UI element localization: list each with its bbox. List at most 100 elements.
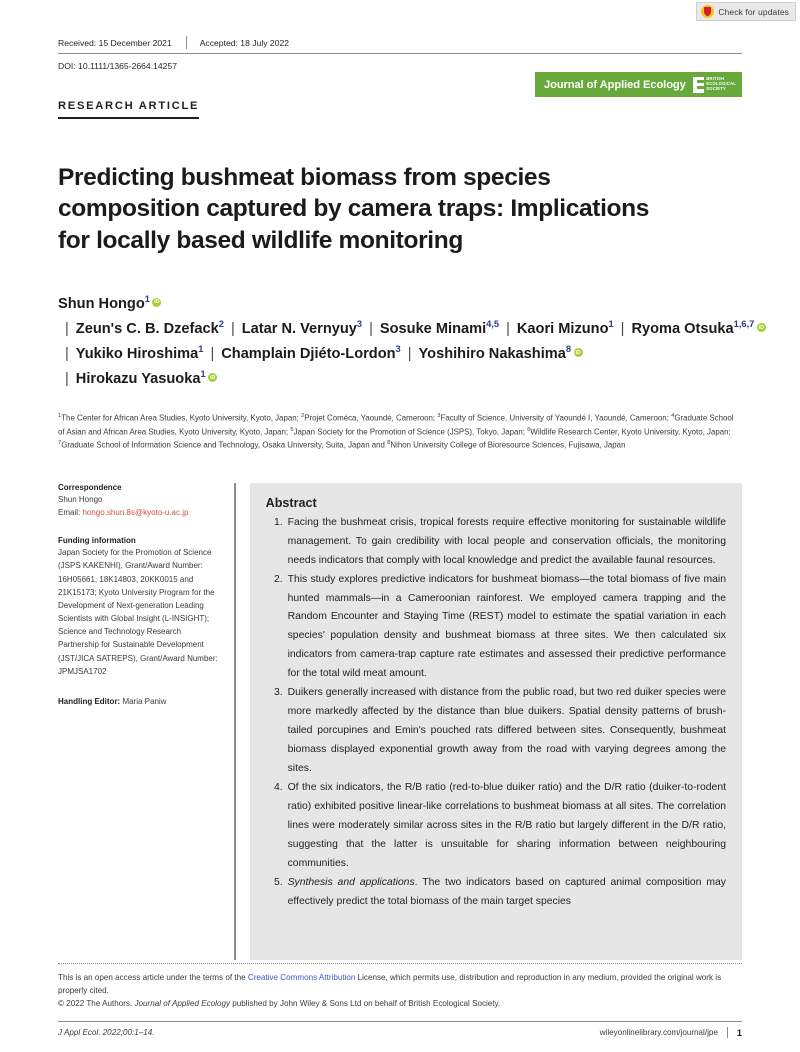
footer-divider [726,1027,728,1038]
orcid-icon[interactable] [152,298,162,307]
abstract-item-lead: Synthesis and applications [287,876,415,888]
orcid-icon[interactable] [208,373,218,383]
bes-emblem-icon [692,76,704,93]
author-separator: | [369,321,373,338]
correspondence-heading: Correspondence [58,482,122,492]
author-name: Yoshihiro Nakashima8 [419,344,583,362]
correspondence-name: Shun Hongo [58,494,103,504]
copyright-part1: © 2022 The Authors. [58,998,135,1008]
check-for-updates-badge[interactable]: Check for updates [696,2,796,21]
author-separator: | [506,321,510,338]
author-affiliation-ref: 3 [356,319,363,330]
author-affiliation-ref: 1 [200,369,206,380]
author-separator: | [65,371,69,388]
affiliation-text: Projet Coméca, Yaoundé, Cameroon; [304,414,438,424]
publication-dates: Received: 15 December 2021 Accepted: 18 … [58,36,742,54]
bes-wordmark: BRITISH ECOLOGICAL SOCIETY [706,76,736,92]
author-separator: | [65,321,69,338]
affiliation-text: Nihon University College of Bioresource … [390,440,626,450]
handling-editor-row: Handling Editor: Maria Paniw [58,695,224,708]
author-affiliation-ref: 1 [198,344,204,355]
email-link[interactable]: hongo.shun.8s@kyoto-u.ac.jp [82,507,189,517]
copyright-statement: © 2022 The Authors. Journal of Applied E… [58,997,742,1010]
author-affiliation-ref: 1 [144,294,150,305]
received-date: Received: 15 December 2021 [58,37,172,48]
affiliation-list: 1The Center for African Area Studies, Ky… [58,412,742,451]
author-name: Ryoma Otsuka1,6,7 [631,319,766,337]
funding-block: Funding information Japan Society for th… [58,536,224,678]
author-list: Shun Hongo1 | Zeun's C. B. Dzefack2 | Latar … [58,292,766,392]
footer-right: wileyonlinelibrary.com/journal/jpe 1 [600,1027,742,1038]
affiliation-number: 8 [387,439,391,446]
author-name: Hirokazu Yasuoka1 [76,369,218,387]
license-statement: This is an open access article under the… [58,971,742,997]
column-divider [234,482,236,960]
abstract-items: Facing the bushmeat crisis, tropical for… [266,514,726,912]
author-separator: | [65,346,69,363]
abstract-item-text: This study explores predictive indicator… [287,573,726,680]
author-separator: | [620,321,625,338]
affiliation-text: Graduate School of Asian and African Are… [58,414,734,437]
affiliation-number: 5 [290,426,294,433]
bes-line-2: ECOLOGICAL [706,81,736,87]
author-name: Sosuke Minami4,5 [379,319,500,338]
copyright-journal-name: Journal of Applied Ecology [134,998,231,1008]
crossmark-icon [701,5,715,18]
correspondence-email-row: Email: hongo.shun.8s@kyoto-u.ac.jp [58,506,224,519]
author-separator: | [230,321,235,338]
affiliation-number: 3 [437,413,441,420]
abstract-item: Of the six indicators, the R/B ratio (re… [286,779,726,874]
affiliation-number: 7 [58,439,62,446]
journal-logo: Journal of Applied Ecology BRITISH ECOLO… [534,72,742,97]
orcid-icon[interactable] [573,348,583,358]
affiliation-text: Japan Society for the Promotion of Scien… [293,427,528,437]
abstract-item-text: Duikers generally increased with distanc… [287,687,726,774]
author-separator: | [210,346,215,363]
affiliation-number: 2 [301,413,305,420]
license-text-part1: This is an open access article under the… [58,972,248,982]
abstract-heading: Abstract [265,495,317,510]
author-name: Kaori Mizuno1 [516,319,614,338]
author-affiliation-ref: 8 [565,344,572,355]
metadata-and-abstract: Correspondence Shun Hongo Email: hongo.s… [58,482,742,960]
affiliation-number: 1 [58,413,62,420]
abstract-item-text: Of the six indicators, the R/B ratio (re… [287,781,726,869]
affiliation-text: The Center for African Area Studies, Kyo… [61,414,301,424]
abstract-column: Abstract Facing the bushmeat crisis, tro… [236,482,742,960]
author-affiliation-ref: 2 [218,319,224,330]
abstract-box: Abstract Facing the bushmeat crisis, tro… [249,482,742,960]
author-name: Zeun's C. B. Dzefack2 [75,319,224,338]
copyright-part2: published by John Wiley & Sons Ltd on be… [230,998,501,1008]
journal-website[interactable]: wileyonlinelibrary.com/journal/jpe [599,1028,718,1037]
date-divider [185,36,187,49]
abstract-item-text: Facing the bushmeat crisis, tropical for… [287,516,726,566]
handling-editor-label: Handling Editor: [58,697,123,707]
article-content: Received: 15 December 2021 Accepted: 18 … [58,0,766,960]
author-name: Yukiko Hiroshima1 [75,344,204,363]
author-affiliation-ref: 1,6,7 [733,319,755,330]
creative-commons-link[interactable]: Creative Commons Attribution [247,972,356,982]
author-name: Latar N. Vernyuy3 [241,319,363,338]
abstract-item: Synthesis and applications. The two indi… [286,874,726,912]
footer-bottom-bar: J Appl Ecol. 2022;00:1–14. wileyonlineli… [58,1021,742,1038]
handling-editor-name: Maria Paniw [122,697,167,707]
article-type: RESEARCH ARTICLE [58,100,200,119]
abstract-item: Facing the bushmeat crisis, tropical for… [286,514,726,571]
abstract-item: This study explores predictive indicator… [286,571,726,685]
citation-line: J Appl Ecol. 2022;00:1–14. [58,1028,155,1037]
page-footer: This is an open access article under the… [58,962,742,1038]
abstract-item-text: . The two indicators based on captured a… [287,876,726,907]
funding-heading: Funding information [58,536,136,546]
doi[interactable]: DOI: 10.1111/1365-2664.14257 [58,61,177,71]
handling-editor-block: Handling Editor: Maria Paniw [58,695,224,708]
bes-line-1: BRITISH [706,76,725,82]
affiliation-text: Faculty of Science, University of Yaound… [440,414,672,424]
email-label: Email: [58,507,83,517]
page-title: Predicting bushmeat biomass from species… [58,164,650,254]
author-affiliation-ref: 4,5 [486,319,500,330]
license-text-part2: License, which permits use, distribution… [58,972,722,995]
bes-line-3: SOCIETY [706,85,726,91]
author-affiliation-ref: 1 [608,319,614,330]
orcid-icon[interactable] [756,323,766,333]
